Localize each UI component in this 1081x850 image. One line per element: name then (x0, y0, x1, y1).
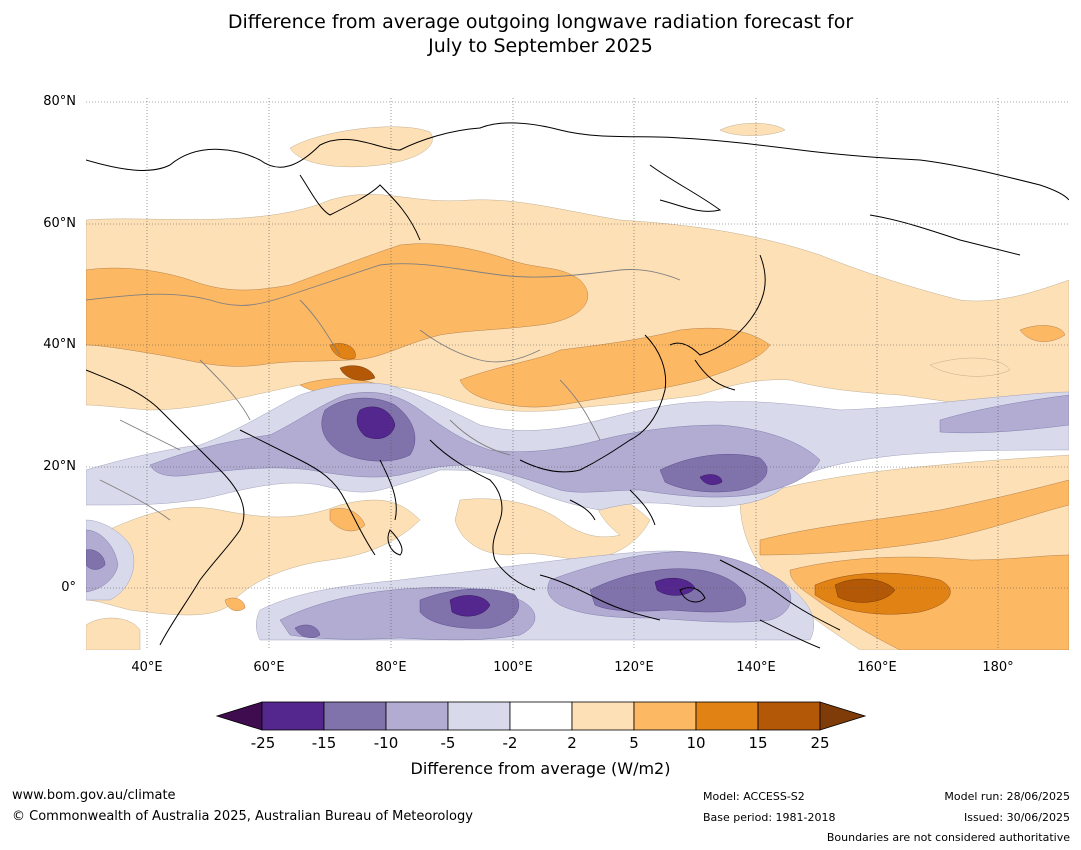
lat-label-20n: 20°N (43, 459, 76, 474)
lat-label-0: 0° (61, 580, 76, 595)
title-line-2: July to September 2025 (428, 35, 653, 57)
lon-label-60e: 60°E (253, 660, 285, 675)
colorbar-tick-label: 15 (748, 734, 768, 752)
lon-label-160e: 160°E (857, 660, 897, 675)
copyright-notice: © Commonwealth of Australia 2025, Austra… (12, 809, 473, 824)
model-name: Model: ACCESS-S2 (703, 790, 805, 803)
base-period: Base period: 1981-2018 (703, 811, 836, 824)
colorbar-tick-label: 5 (629, 734, 639, 752)
lat-label-60n: 60°N (43, 216, 76, 231)
website-link[interactable]: www.bom.gov.au/climate (12, 788, 176, 803)
lon-label-120e: 120°E (614, 660, 654, 675)
lon-label-180: 180° (982, 660, 1014, 675)
gridlines (86, 98, 1069, 650)
anomaly-minus-15-to-minus-25 (356, 406, 723, 617)
colorbar-tick-label: -5 (440, 734, 456, 752)
anomaly-15-to-25 (339, 365, 896, 603)
colorbar-tick-label: -25 (250, 734, 276, 752)
country-boundaries (86, 263, 681, 521)
colorbar-tick-label: -10 (373, 734, 399, 752)
map-title: Difference from average outgoing longwav… (0, 10, 1081, 58)
boundaries-disclaimer: Boundaries are not considered authoritat… (826, 831, 1070, 844)
coastlines (86, 122, 1069, 649)
colorbar-tick-label: 2 (567, 734, 577, 752)
lat-label-40n: 40°N (43, 337, 76, 352)
colorbar-tick-label: 25 (810, 734, 830, 752)
colorbar-tick-label: -2 (502, 734, 518, 752)
lat-label-80n: 80°N (43, 94, 76, 109)
colorbar-label: Difference from average (W/m2) (410, 759, 671, 778)
model-run-date: Model run: 28/06/2025 (944, 790, 1070, 803)
colorbar-tick-label: -15 (311, 734, 337, 752)
lon-label-140e: 140°E (736, 660, 776, 675)
title-line-1: Difference from average outgoing longwav… (227, 11, 854, 33)
lon-label-80e: 80°E (375, 660, 407, 675)
issued-date: Issued: 30/06/2025 (963, 811, 1070, 824)
colorbar-tick-label: 10 (686, 734, 706, 752)
lon-label-100e: 100°E (493, 660, 533, 675)
lon-label-40e: 40°E (131, 660, 163, 675)
